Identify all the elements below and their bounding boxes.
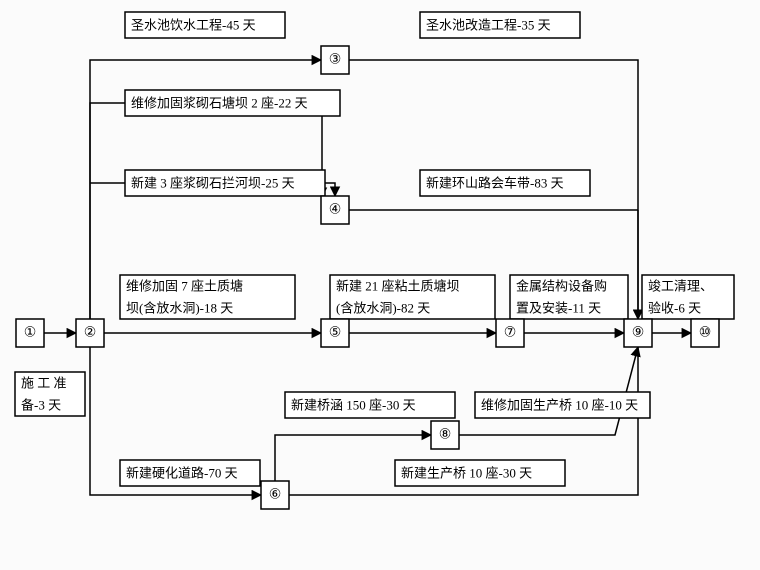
svg-text:圣水池改造工程-35 天: 圣水池改造工程-35 天 (426, 18, 551, 33)
svg-text:新建桥涵 150 座-30 天: 新建桥涵 150 座-30 天 (291, 398, 416, 413)
label-L_e2: 圣水池改造工程-35 天 (420, 12, 580, 38)
svg-text:验收-6 天: 验收-6 天 (648, 301, 701, 316)
svg-text:金属结构设备购: 金属结构设备购 (516, 279, 607, 294)
svg-text:新建硬化道路-70 天: 新建硬化道路-70 天 (126, 466, 238, 481)
svg-text:备-3 天: 备-3 天 (21, 398, 61, 413)
label-L_e5: 新建环山路会车带-83 天 (420, 170, 590, 196)
svg-text:⑩: ⑩ (699, 326, 712, 341)
label-L_e12: 新建硬化道路-70 天 (120, 460, 260, 486)
svg-text:④: ④ (329, 203, 342, 218)
svg-text:竣工清理、: 竣工清理、 (648, 279, 713, 294)
svg-text:施 工 准: 施 工 准 (21, 376, 67, 391)
label-L_e9: 竣工清理、验收-6 天 (642, 275, 734, 319)
node-n2: ② (76, 319, 104, 347)
label-L_e6: 维修加固 7 座土质塘坝(含放水洞)-18 天 (120, 275, 295, 319)
svg-text:⑤: ⑤ (329, 326, 342, 341)
svg-text:新建 3 座浆砌石拦河坝-25 天: 新建 3 座浆砌石拦河坝-25 天 (131, 176, 295, 191)
svg-text:新建环山路会车带-83 天: 新建环山路会车带-83 天 (426, 176, 564, 191)
label-L_e1: 圣水池饮水工程-45 天 (125, 12, 285, 38)
label-L_e7: 新建 21 座粘土质塘坝 (含放水洞)-82 天 (330, 275, 495, 319)
label-L_prep: 施 工 准备-3 天 (15, 372, 85, 416)
svg-text:⑦: ⑦ (504, 326, 517, 341)
svg-text:⑧: ⑧ (439, 428, 452, 443)
label-L_e3: 维修加固浆砌石塘坝 2 座-22 天 (125, 90, 340, 116)
svg-text:②: ② (84, 326, 97, 341)
svg-text:维修加固 7 座土质塘: 维修加固 7 座土质塘 (126, 279, 243, 294)
svg-text:新建 21 座粘土质塘坝: 新建 21 座粘土质塘坝 (336, 279, 460, 294)
svg-text:置及安装-11 天: 置及安装-11 天 (516, 301, 601, 316)
svg-text:①: ① (24, 326, 37, 341)
node-n1: ① (16, 319, 44, 347)
edge (459, 347, 638, 435)
svg-text:圣水池饮水工程-45 天: 圣水池饮水工程-45 天 (131, 18, 256, 33)
activity-network-diagram: 施 工 准备-3 天 圣水池饮水工程-45 天 圣水池改造工程-35 天维修加固浆砌… (0, 0, 760, 570)
node-n9: ⑨ (624, 319, 652, 347)
node-n4: ④ (321, 196, 349, 224)
label-L_e13: 新建生产桥 10 座-30 天 (395, 460, 565, 486)
node-n8: ⑧ (431, 421, 459, 449)
svg-text:坝(含放水洞)-18 天: 坝(含放水洞)-18 天 (126, 301, 233, 316)
svg-text:维修加固生产桥 10 座-10 天: 维修加固生产桥 10 座-10 天 (481, 398, 638, 413)
label-L_e4: 新建 3 座浆砌石拦河坝-25 天 (125, 170, 325, 196)
svg-text:新建生产桥 10 座-30 天: 新建生产桥 10 座-30 天 (401, 466, 532, 481)
svg-text:(含放水洞)-82 天: (含放水洞)-82 天 (336, 301, 430, 316)
label-L_e11: 维修加固生产桥 10 座-10 天 (475, 392, 650, 418)
node-n6: ⑥ (261, 481, 289, 509)
svg-text:③: ③ (329, 53, 342, 68)
svg-text:⑨: ⑨ (632, 326, 645, 341)
node-n7: ⑦ (496, 319, 524, 347)
label-L_e10: 新建桥涵 150 座-30 天 (285, 392, 455, 418)
svg-text:维修加固浆砌石塘坝 2 座-22 天: 维修加固浆砌石塘坝 2 座-22 天 (131, 96, 308, 111)
node-n10: ⑩ (691, 319, 719, 347)
svg-text:⑥: ⑥ (269, 488, 282, 503)
label-L_e8: 金属结构设备购置及安装-11 天 (510, 275, 628, 319)
node-n3: ③ (321, 46, 349, 74)
node-n5: ⑤ (321, 319, 349, 347)
